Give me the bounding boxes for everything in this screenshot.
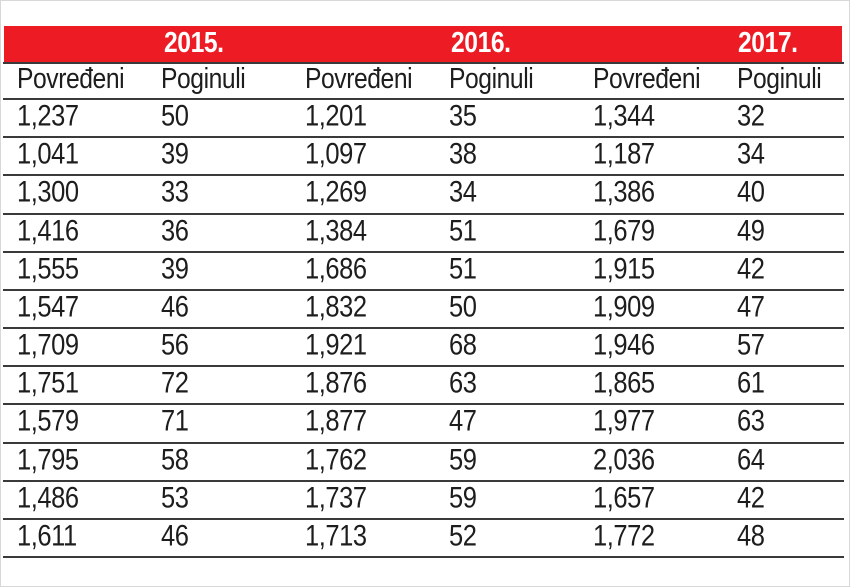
cell-injured-2015: 1,547 xyxy=(17,290,79,324)
cell-killed-2017: 32 xyxy=(737,99,765,133)
cell-killed-2015: 50 xyxy=(161,99,189,133)
cell-injured-2017: 1,865 xyxy=(593,366,655,400)
cell-injured-2015: 1,611 xyxy=(17,519,77,553)
cell-killed-2015: 46 xyxy=(161,519,189,553)
data-table: Povređeni Poginuli Povređeni Poginuli Po… xyxy=(3,62,844,559)
table-row: 1,795 58 1,762 59 2,036 64 xyxy=(3,443,844,482)
cell-injured-2016: 1,686 xyxy=(305,252,367,286)
column-header-injured-2015: Povređeni xyxy=(17,63,125,96)
table-row: 1,579 71 1,877 47 1,977 63 xyxy=(3,405,844,444)
column-header-injured-2017: Povređeni xyxy=(593,63,701,96)
cell-killed-2017: 49 xyxy=(737,214,765,248)
cell-killed-2017: 48 xyxy=(737,519,765,553)
column-header-injured-2016: Povređeni xyxy=(305,63,413,96)
cell-killed-2016: 47 xyxy=(449,405,477,439)
cell-killed-2017: 42 xyxy=(737,481,765,515)
column-header-killed-2015: Poginuli xyxy=(161,63,246,96)
cell-injured-2016: 1,832 xyxy=(305,290,367,324)
table-row: 1,547 46 1,832 50 1,909 47 xyxy=(3,290,844,330)
cell-injured-2016: 1,269 xyxy=(305,176,367,210)
cell-killed-2017: 57 xyxy=(737,328,765,362)
year-label-2016: 2016. xyxy=(451,26,511,59)
cell-killed-2017: 42 xyxy=(737,252,765,286)
cell-injured-2017: 1,946 xyxy=(593,328,655,362)
table-row: 1,416 36 1,384 51 1,679 49 xyxy=(3,214,844,253)
year-header-bar: 2015. 2016. 2017. xyxy=(4,26,842,62)
cell-killed-2015: 72 xyxy=(161,366,189,400)
table-row: 1,300 33 1,269 34 1,386 40 xyxy=(3,176,844,215)
cell-injured-2016: 1,384 xyxy=(305,214,367,248)
cell-injured-2017: 1,909 xyxy=(593,290,655,324)
year-label-2017: 2017. xyxy=(738,26,798,59)
cell-killed-2016: 59 xyxy=(449,481,477,515)
cell-killed-2015: 53 xyxy=(161,481,189,515)
cell-killed-2015: 71 xyxy=(161,405,189,439)
cell-injured-2016: 1,762 xyxy=(305,443,367,477)
cell-killed-2017: 64 xyxy=(737,443,765,477)
cell-injured-2016: 1,097 xyxy=(305,137,367,171)
cell-killed-2016: 52 xyxy=(449,519,477,553)
cell-injured-2017: 1,977 xyxy=(593,405,655,439)
table-row: 1,555 39 1,686 51 1,915 42 xyxy=(3,252,844,291)
cell-injured-2017: 1,915 xyxy=(593,252,655,286)
cell-injured-2016: 1,921 xyxy=(305,328,367,362)
cell-killed-2017: 34 xyxy=(737,137,765,171)
table-row: 1,486 53 1,737 59 1,657 42 xyxy=(3,481,844,520)
cell-injured-2016: 1,877 xyxy=(305,405,367,439)
cell-injured-2015: 1,579 xyxy=(17,405,79,439)
cell-injured-2015: 1,486 xyxy=(17,481,79,515)
cell-killed-2015: 36 xyxy=(161,214,189,248)
cell-injured-2015: 1,795 xyxy=(17,443,79,477)
cell-injured-2015: 1,416 xyxy=(17,214,79,248)
cell-killed-2017: 63 xyxy=(737,405,765,439)
table-row: 1,237 50 1,201 35 1,344 32 xyxy=(3,99,844,139)
cell-injured-2015: 1,237 xyxy=(17,99,79,133)
cell-killed-2016: 68 xyxy=(449,328,477,362)
cell-injured-2015: 1,555 xyxy=(17,252,79,286)
cell-injured-2016: 1,876 xyxy=(305,366,367,400)
cell-killed-2016: 35 xyxy=(449,99,477,133)
cell-killed-2015: 56 xyxy=(161,328,189,362)
cell-killed-2015: 39 xyxy=(161,137,189,171)
table-row: 1,611 46 1,713 52 1,772 48 xyxy=(3,519,844,559)
table-row: 1,709 56 1,921 68 1,946 57 xyxy=(3,328,844,368)
cell-killed-2015: 33 xyxy=(161,176,189,210)
cell-injured-2017: 1,657 xyxy=(593,481,655,515)
cell-injured-2016: 1,201 xyxy=(305,99,367,133)
cell-killed-2015: 39 xyxy=(161,252,189,286)
cell-killed-2015: 58 xyxy=(161,443,189,477)
cell-injured-2017: 2,036 xyxy=(593,443,655,477)
cell-injured-2017: 1,386 xyxy=(593,176,655,210)
cell-injured-2017: 1,679 xyxy=(593,214,655,248)
year-label-2015: 2015. xyxy=(164,26,224,59)
cell-injured-2015: 1,041 xyxy=(17,137,79,171)
cell-injured-2015: 1,300 xyxy=(17,176,79,210)
cell-killed-2016: 51 xyxy=(449,252,477,286)
cell-killed-2016: 34 xyxy=(449,176,477,210)
cell-killed-2016: 51 xyxy=(449,214,477,248)
table-header-row: Povređeni Poginuli Povređeni Poginuli Po… xyxy=(3,63,844,100)
cell-injured-2016: 1,737 xyxy=(305,481,367,515)
cell-killed-2016: 38 xyxy=(449,137,477,171)
table-row: 1,751 72 1,876 63 1,865 61 xyxy=(3,366,844,406)
cell-injured-2015: 1,751 xyxy=(17,366,79,400)
cell-killed-2016: 50 xyxy=(449,290,477,324)
table-row: 1,041 39 1,097 38 1,187 34 xyxy=(3,137,844,177)
column-header-killed-2017: Poginuli xyxy=(737,63,822,96)
cell-killed-2015: 46 xyxy=(161,290,189,324)
cell-injured-2017: 1,772 xyxy=(593,519,655,553)
cell-killed-2016: 63 xyxy=(449,366,477,400)
cell-injured-2017: 1,187 xyxy=(593,137,655,171)
cell-killed-2017: 47 xyxy=(737,290,765,324)
cell-injured-2016: 1,713 xyxy=(305,519,367,553)
cell-killed-2016: 59 xyxy=(449,443,477,477)
cell-killed-2017: 40 xyxy=(737,176,765,210)
cell-injured-2017: 1,344 xyxy=(593,99,655,133)
cell-killed-2017: 61 xyxy=(737,366,765,400)
column-header-killed-2016: Poginuli xyxy=(449,63,534,96)
cell-injured-2015: 1,709 xyxy=(17,328,79,362)
